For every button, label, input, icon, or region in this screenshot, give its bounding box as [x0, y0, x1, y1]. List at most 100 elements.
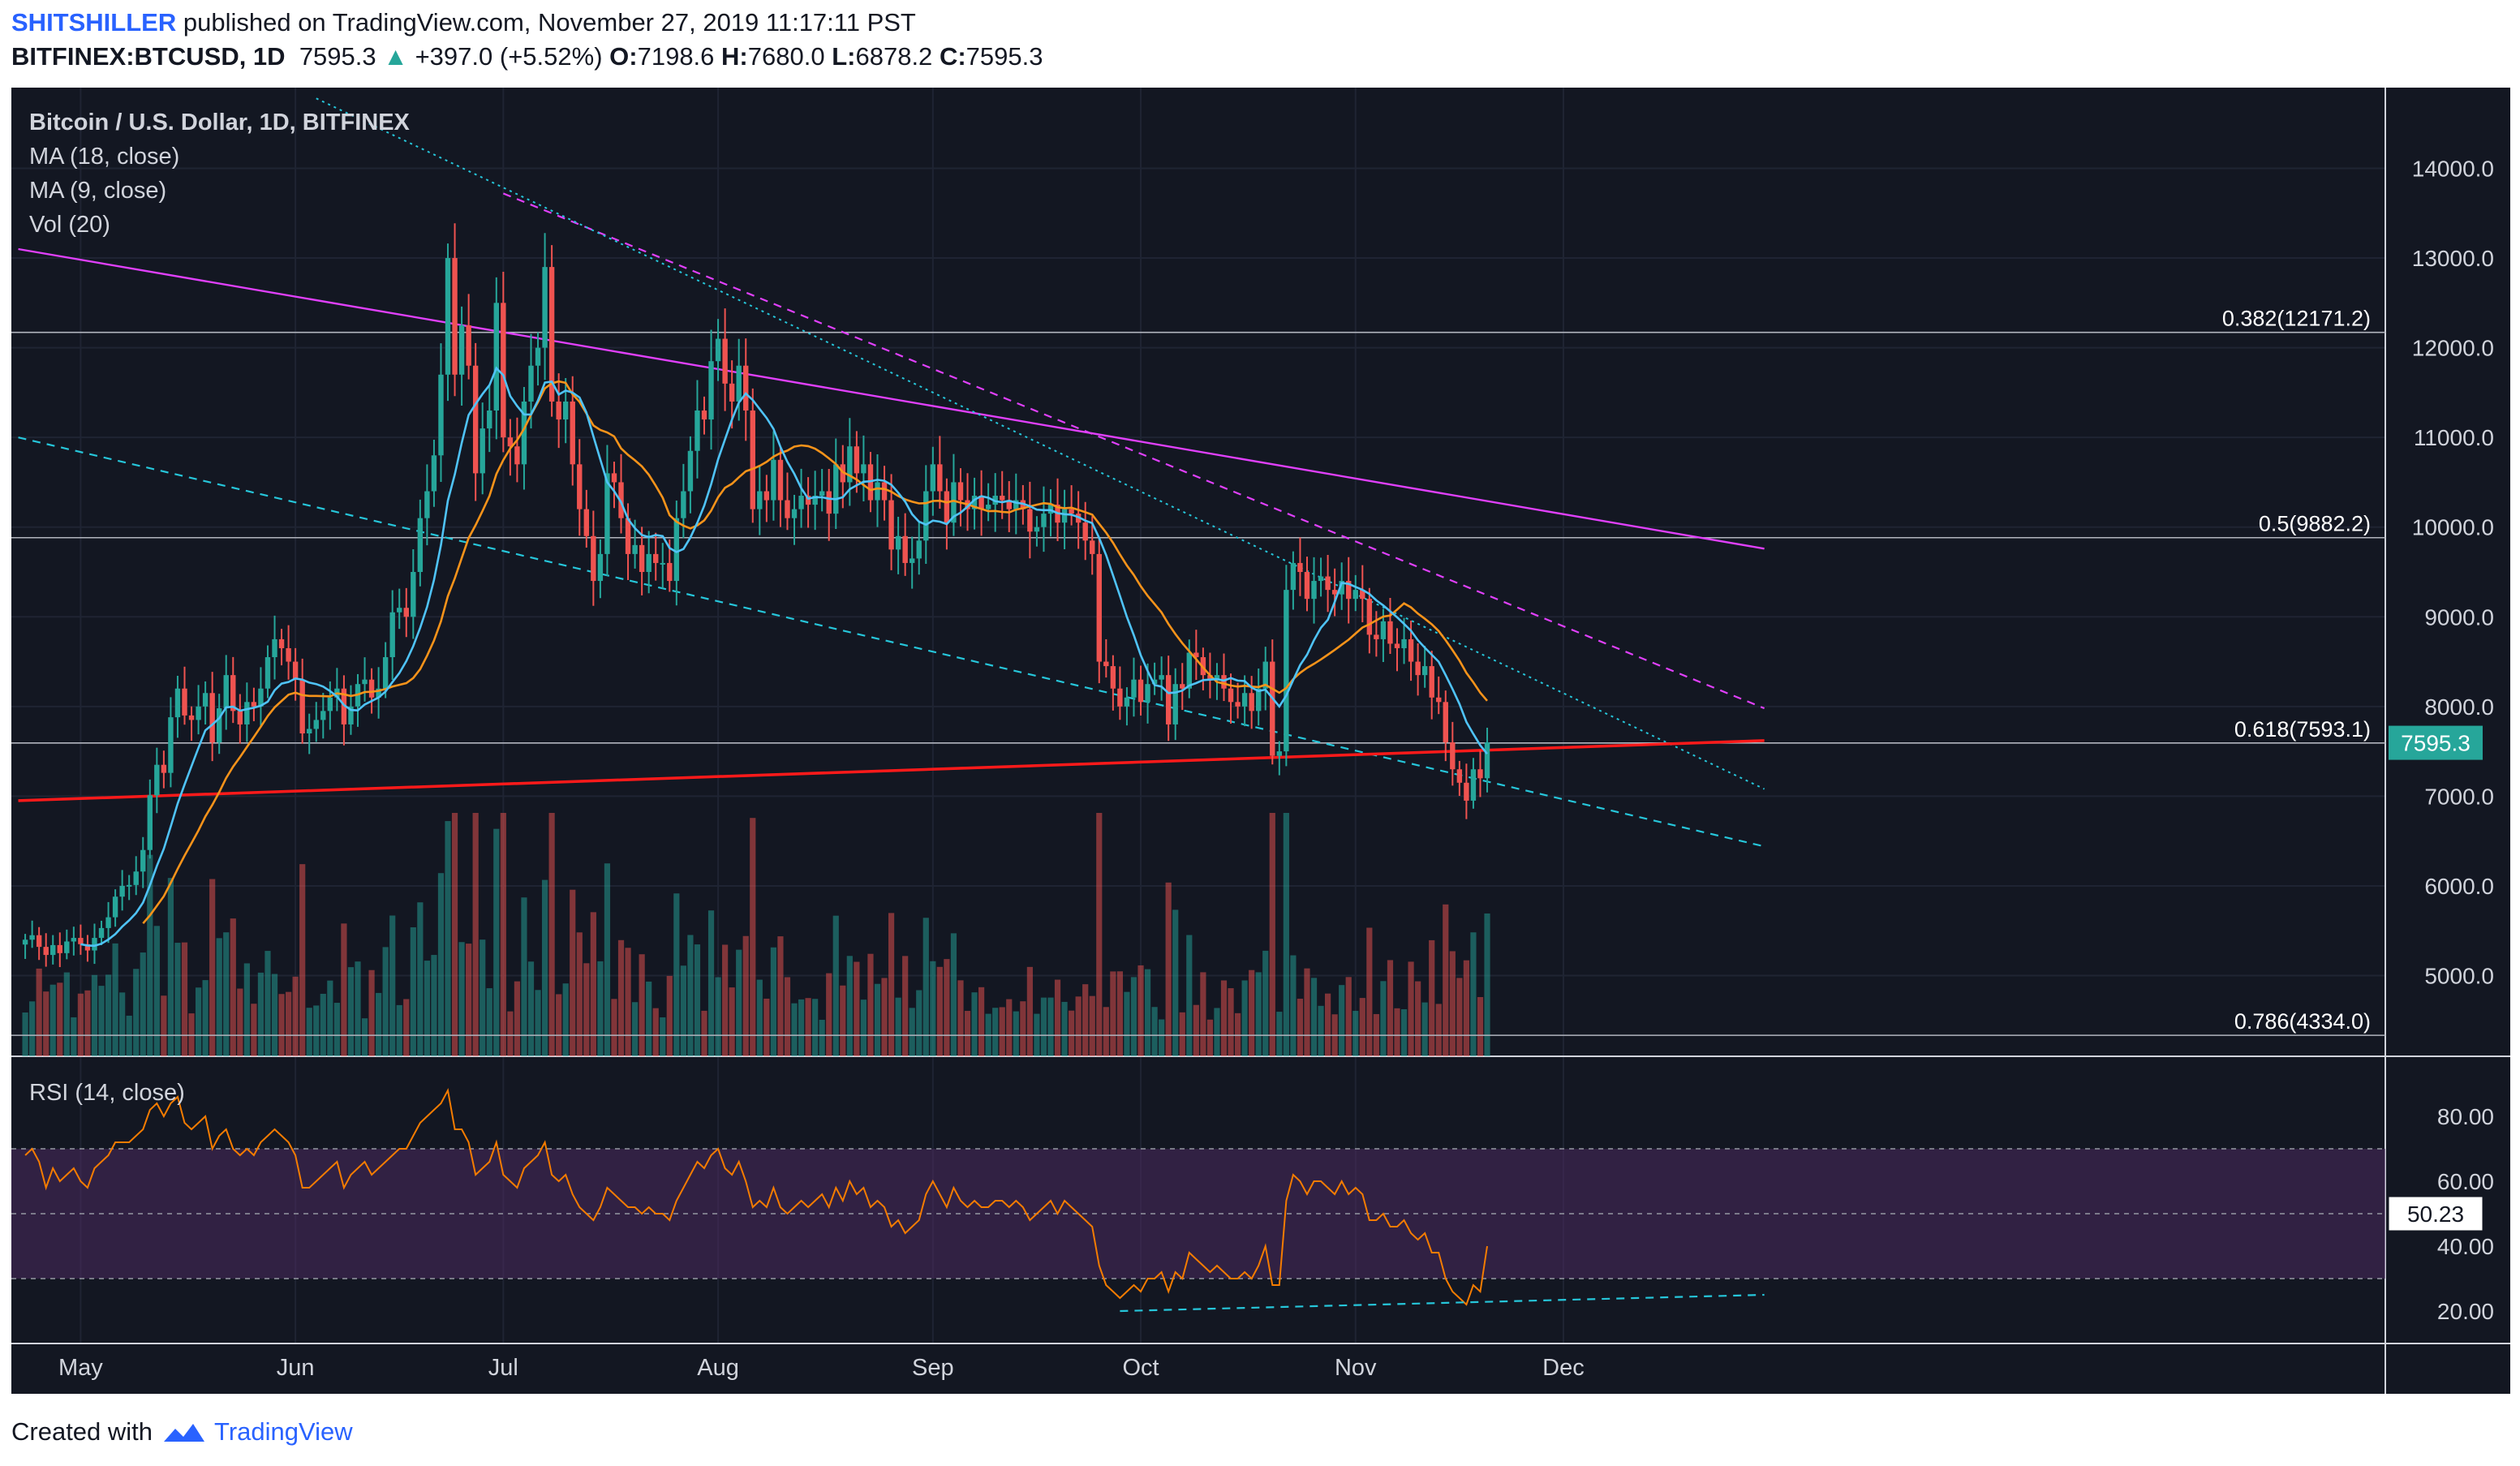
volume-bar	[1415, 981, 1421, 1056]
candle-body	[1103, 661, 1109, 667]
candle-body	[1387, 621, 1393, 644]
volume-bar	[1082, 984, 1089, 1056]
candle-body	[168, 717, 174, 773]
candle-body	[147, 795, 153, 850]
candle-body	[292, 661, 299, 680]
candle-body	[1207, 675, 1213, 680]
candle-body	[472, 365, 479, 474]
candle-body	[1145, 684, 1150, 703]
volume-bar	[1443, 904, 1449, 1056]
volume-bar	[1283, 813, 1289, 1056]
author-link[interactable]: SHITSHILLER	[11, 8, 177, 37]
candle-body	[84, 944, 91, 951]
candle-body	[397, 608, 402, 613]
time-tick-label: Dec	[1542, 1355, 1585, 1381]
legend-ma18: MA (18, close)	[29, 144, 179, 170]
volume-bar	[922, 918, 929, 1056]
volume-bar	[91, 974, 98, 1056]
candle-body	[78, 938, 84, 944]
volume-bar	[1477, 997, 1484, 1056]
candle-body	[548, 267, 555, 402]
candle-body	[1477, 769, 1483, 779]
volume-bar	[1380, 981, 1387, 1056]
volume-bar	[1435, 1004, 1442, 1056]
volume-bar	[410, 927, 416, 1056]
price-badge	[2389, 725, 2483, 760]
volume-bar	[451, 813, 458, 1056]
close-value: 7595.3	[965, 42, 1043, 71]
price-tick-label: 6000.0	[2424, 874, 2494, 899]
volume-bar	[1159, 1019, 1165, 1056]
open-value: 7198.6	[637, 42, 715, 71]
volume-bar	[1137, 965, 1144, 1056]
candle-body	[202, 693, 209, 707]
candle-body	[902, 535, 908, 563]
time-tick-label: Oct	[1122, 1355, 1159, 1381]
volume-bar	[84, 990, 91, 1056]
volume-bar	[1040, 997, 1047, 1056]
candle-body	[847, 446, 853, 483]
volume-bar	[1165, 882, 1172, 1056]
candle-body	[743, 365, 749, 411]
fib-level-label: 0.5(9882.2)	[2259, 512, 2371, 536]
candle-body	[951, 482, 957, 523]
candle-body	[1484, 742, 1490, 779]
volume-bar	[1089, 995, 1095, 1056]
volume-bar	[1470, 932, 1477, 1056]
candle-body	[563, 401, 569, 420]
candle-body	[182, 688, 187, 716]
candle-body	[923, 491, 929, 541]
candle-body	[119, 885, 125, 897]
candle-body	[92, 938, 97, 951]
volume-bar	[466, 944, 472, 1056]
moving-averages	[80, 366, 1489, 948]
volume-bar	[707, 910, 715, 1056]
candle-body	[875, 482, 880, 501]
candle-body	[362, 679, 368, 685]
volume-bar	[590, 912, 596, 1056]
volume-bar	[1228, 988, 1234, 1056]
price-tick-label: 12000.0	[2412, 336, 2494, 361]
candle-body	[833, 464, 839, 514]
volume-bar	[153, 926, 160, 1056]
volume-bar	[355, 961, 361, 1056]
candle-body	[1421, 666, 1428, 676]
tradingview-link[interactable]: TradingView	[214, 1417, 353, 1446]
red-ascending-support-line	[18, 739, 1765, 802]
candle-body	[785, 500, 790, 518]
candle-body	[278, 638, 285, 648]
volume-bar	[957, 980, 964, 1056]
candle-body	[660, 562, 665, 565]
volume-bar	[1325, 993, 1331, 1056]
price-tick-label: 5000.0	[2424, 964, 2494, 989]
volume-bar	[1144, 969, 1151, 1056]
candle-body	[556, 401, 561, 420]
volume-bar	[22, 1012, 28, 1056]
volume-bar	[1310, 978, 1318, 1056]
candle-body	[1041, 514, 1047, 527]
volume-bar	[819, 1020, 825, 1056]
candle-body	[1069, 509, 1074, 514]
candle-body	[514, 446, 520, 465]
volume-bar	[895, 997, 901, 1056]
candle-body	[1117, 688, 1123, 707]
volume-bar	[750, 818, 756, 1056]
volume-bar	[347, 967, 355, 1056]
high-label: H:	[721, 42, 748, 71]
volume-bar	[1339, 985, 1345, 1056]
volume-bar	[652, 1008, 659, 1056]
candle-body	[307, 729, 312, 733]
candle-body	[1262, 661, 1268, 689]
candle-body	[264, 657, 271, 689]
published-text: published on TradingView.com, November 2…	[183, 8, 916, 37]
candle-body	[466, 325, 471, 366]
volume-bar	[867, 953, 874, 1056]
volume-bar	[299, 864, 306, 1056]
candle-body	[1470, 769, 1477, 801]
candle-body	[50, 944, 56, 956]
candle-body	[1061, 509, 1068, 523]
candle-body	[944, 491, 950, 523]
volume-bar	[1262, 950, 1269, 1056]
candle-body	[1284, 590, 1289, 752]
